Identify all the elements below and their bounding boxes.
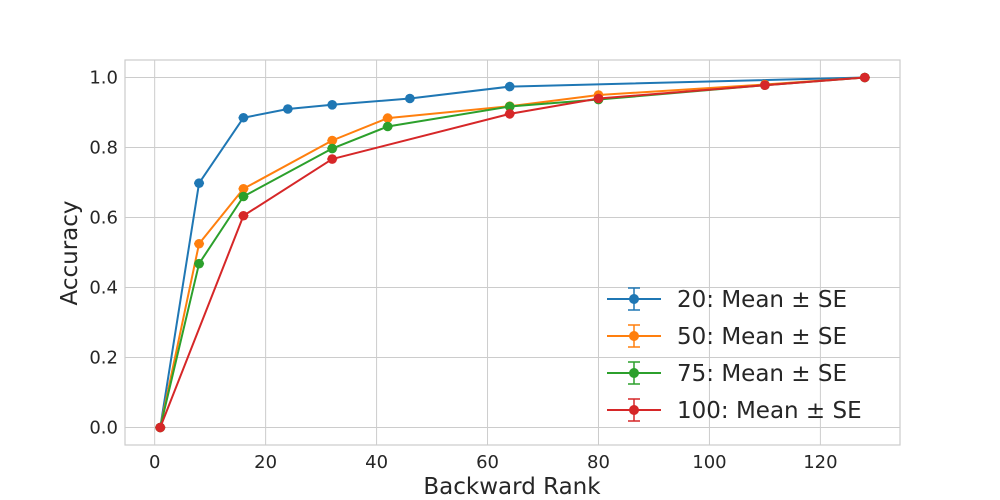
legend-label: 100: Mean ± SE <box>677 398 862 424</box>
data-point <box>238 210 249 221</box>
data-point <box>194 238 204 249</box>
data-point <box>327 135 338 146</box>
x-tick-label: 100 <box>692 452 726 473</box>
data-point <box>382 113 393 123</box>
data-point <box>155 422 166 433</box>
x-tick-label: 20 <box>254 452 277 473</box>
y-axis-label: Accuracy <box>57 200 83 305</box>
legend-marker <box>629 294 639 304</box>
series-layer <box>155 72 870 433</box>
y-tick-label: 0.2 <box>89 348 118 369</box>
legend-label: 75: Mean ± SE <box>677 361 847 387</box>
y-tick-labels: 0.0 0.2 0.4 0.6 0.8 1.0 <box>89 68 118 439</box>
plot-area <box>125 60 900 445</box>
data-point <box>504 81 515 92</box>
data-point <box>382 121 393 132</box>
legend-entry: 100: Mean ± SE <box>607 398 862 424</box>
x-tick-label: 0 <box>149 452 160 473</box>
data-point <box>194 178 204 188</box>
data-point <box>760 80 770 90</box>
x-axis-label: Backward Rank <box>423 474 601 500</box>
data-point <box>327 154 338 164</box>
x-tick-label: 40 <box>365 452 388 473</box>
x-tick-label: 120 <box>803 452 837 473</box>
series-line <box>159 76 865 428</box>
data-point <box>405 93 415 104</box>
data-point <box>504 101 515 112</box>
data-point <box>327 100 338 110</box>
data-point <box>327 143 338 154</box>
legend-entry: 75: Mean ± SE <box>607 361 847 387</box>
x-tick-label: 80 <box>587 452 610 473</box>
data-point <box>238 191 249 202</box>
data-point <box>859 72 870 83</box>
legend-entry: 20: Mean ± SE <box>607 287 847 313</box>
data-point <box>593 93 604 104</box>
y-tick-label: 1.0 <box>89 68 118 89</box>
data-point <box>238 112 249 123</box>
x-tick-labels: 0 20 40 60 80 100 120 <box>149 452 838 473</box>
data-point <box>238 184 249 194</box>
data-point <box>194 258 204 269</box>
data-point <box>283 104 293 114</box>
y-tick-label: 0.8 <box>89 138 118 159</box>
y-tick-label: 0.4 <box>89 278 118 299</box>
grid-lines <box>125 60 900 445</box>
legend: 20: Mean ± SE 50: Mean ± SE 75: Mean ± SE 1… <box>607 287 862 424</box>
plot-frame <box>124 59 901 446</box>
legend-marker <box>629 368 639 378</box>
legend-marker <box>629 405 639 415</box>
data-point <box>504 109 515 119</box>
legend-label: 20: Mean ± SE <box>677 287 847 313</box>
legend-label: 50: Mean ± SE <box>677 324 847 350</box>
y-tick-label: 0.6 <box>89 208 118 229</box>
legend-entry: 50: Mean ± SE <box>607 324 847 350</box>
series-4 <box>155 72 870 433</box>
x-tick-label: 60 <box>476 452 499 473</box>
legend-marker <box>629 331 639 341</box>
y-tick-label: 0.0 <box>89 418 118 439</box>
